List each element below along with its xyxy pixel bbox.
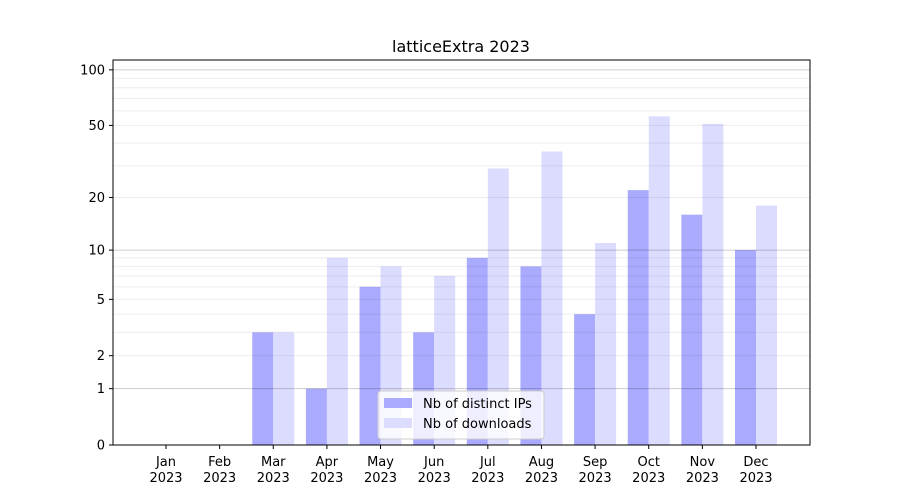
legend-box [377, 390, 545, 440]
x-tick-label: 2023 [579, 471, 612, 486]
bar-distinct-ips [681, 214, 703, 445]
x-tick-label: 2023 [149, 471, 182, 486]
bar-downloads [273, 332, 295, 445]
legend-swatch [384, 398, 412, 408]
bar-distinct-ips [252, 332, 274, 445]
bar-distinct-ips [359, 286, 381, 445]
x-tick-label: Aug [529, 455, 554, 470]
y-tick-label: 2 [97, 349, 105, 364]
y-tick-label: 0 [97, 439, 105, 454]
x-tick-label: 2023 [471, 471, 504, 486]
y-tick-label: 20 [88, 191, 105, 206]
x-tick-label: 2023 [632, 471, 665, 486]
x-tick-label: 2023 [364, 471, 397, 486]
chart-title: latticeExtra 2023 [392, 37, 530, 56]
bar-distinct-ips [574, 314, 596, 445]
x-tick-label: 2023 [310, 471, 343, 486]
x-tick-label: Apr [316, 455, 339, 470]
x-tick-label: Jan [155, 455, 176, 470]
bar-downloads [541, 151, 563, 446]
x-tick-label: Sep [583, 455, 608, 470]
x-tick-label: Feb [208, 455, 231, 470]
y-tick-label: 1 [97, 382, 105, 397]
y-tick-label: 100 [80, 63, 105, 78]
x-tick-label: 2023 [525, 471, 558, 486]
x-tick-label: 2023 [739, 471, 772, 486]
bar-downloads [756, 205, 777, 445]
x-tick-label: Nov [690, 455, 716, 470]
legend-label: Nb of distinct IPs [423, 397, 532, 412]
y-tick-label: 10 [88, 244, 105, 259]
y-tick-label: 5 [97, 293, 105, 308]
bar-downloads [326, 257, 348, 445]
x-tick-label: 2023 [418, 471, 451, 486]
x-tick-label: Jul [479, 455, 496, 470]
bar-distinct-ips [305, 388, 327, 445]
x-tick-label: May [367, 455, 394, 470]
x-tick-label: Oct [637, 455, 659, 470]
x-tick-label: Dec [743, 455, 768, 470]
bar-distinct-ips [627, 190, 649, 445]
bar-downloads [648, 116, 670, 445]
bar-downloads [702, 123, 724, 445]
legend-swatch [384, 418, 412, 428]
plot-frame [112, 59, 811, 446]
legend: Nb of distinct IPs Nb of downloads [377, 390, 545, 440]
x-tick-label: Jun [423, 455, 444, 470]
x-tick-label: 2023 [257, 471, 290, 486]
x-tick-label: 2023 [203, 471, 236, 486]
x-tick-label: 2023 [686, 471, 719, 486]
y-tick-label: 50 [88, 119, 105, 134]
bar-distinct-ips [735, 250, 756, 445]
bar-downloads [595, 243, 617, 445]
legend-label: Nb of downloads [423, 417, 532, 432]
x-tick-label: Mar [261, 455, 286, 470]
bar-downloads [487, 168, 509, 445]
